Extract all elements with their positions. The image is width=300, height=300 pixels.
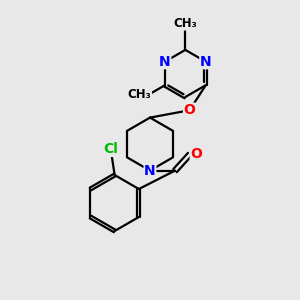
Text: N: N — [159, 55, 171, 69]
Text: Cl: Cl — [103, 142, 118, 156]
Text: N: N — [200, 55, 212, 69]
Text: CH₃: CH₃ — [128, 88, 152, 101]
Text: O: O — [184, 103, 196, 117]
Text: CH₃: CH₃ — [173, 17, 197, 30]
Text: N: N — [144, 164, 156, 178]
Text: O: O — [190, 147, 202, 161]
